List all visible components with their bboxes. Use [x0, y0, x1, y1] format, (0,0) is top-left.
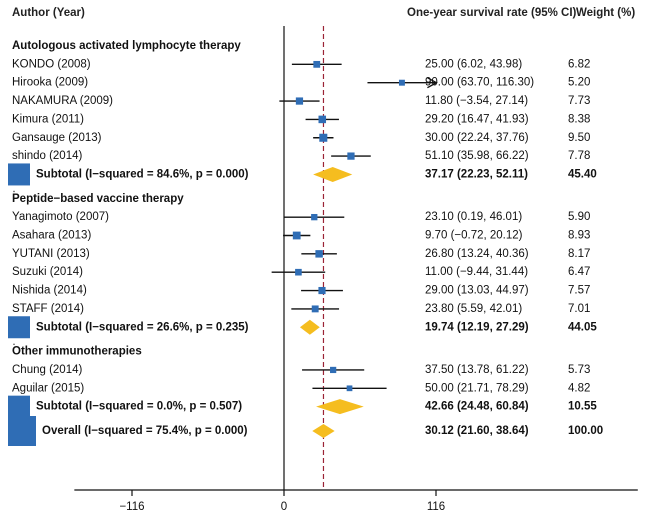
study-point: [330, 366, 337, 374]
overall-estimate: 30.12 (21.60, 38.64): [425, 425, 529, 437]
subtotal-estimate: 19.74 (12.19, 27.29): [425, 321, 529, 333]
study-estimate: 26.80 (13.24, 40.36): [425, 248, 529, 260]
study-estimate: 90.00 (63.70, 116.30): [425, 77, 534, 89]
study-label: KONDO (2008): [12, 58, 91, 70]
study-weight: 7.73: [568, 95, 590, 107]
study-label: STAFF (2014): [12, 303, 84, 315]
study-estimate: 29.20 (16.47, 41.93): [425, 113, 529, 125]
subtotal-estimate: 37.17 (22.23, 52.11): [425, 168, 528, 180]
study-weight: 7.57: [568, 285, 590, 297]
subtotal-weight-box: [8, 316, 30, 339]
study-estimate: 51.10 (35.98, 66.22): [425, 150, 529, 162]
separator-dot: [13, 343, 15, 346]
study-estimate: 23.80 (5.59, 42.01): [425, 303, 522, 315]
overall-weight: 100.00: [568, 425, 603, 437]
study-weight: 4.82: [568, 382, 590, 394]
group-title: Other immunotherapies: [12, 346, 142, 358]
study-label: NAKAMURA (2009): [12, 95, 113, 107]
study-ci-arrow: [427, 77, 438, 89]
study-point: [346, 385, 353, 392]
overall-label: Overall (I−squared = 75.4%, p = 0.000): [42, 425, 248, 437]
study-label: Yanagimoto (2007): [12, 211, 109, 223]
subtotal-diamond: [313, 166, 353, 182]
study-weight: 6.47: [568, 266, 590, 278]
subtotal-estimate: 42.66 (24.48, 60.84): [425, 401, 529, 413]
study-label: Kimura (2011): [12, 113, 84, 125]
x-tick-label: −116: [119, 501, 144, 513]
x-tick-label: 0: [281, 501, 287, 513]
study-point: [318, 286, 326, 295]
x-tick-label: 116: [427, 501, 445, 513]
study-weight: 5.73: [568, 364, 590, 376]
study-label: shindo (2014): [12, 150, 82, 162]
overall-weight-box: [8, 416, 36, 446]
header-estimate: One-year survival rate (95% CI): [407, 7, 577, 19]
study-weight: 7.78: [568, 150, 590, 162]
study-point: [319, 133, 328, 142]
study-label: Nishida (2014): [12, 285, 87, 297]
study-weight: 6.82: [568, 58, 590, 70]
study-label: Gansauge (2013): [12, 132, 102, 144]
subtotal-label: Subtotal (I−squared = 26.6%, p = 0.235): [36, 321, 249, 333]
study-estimate: 25.00 (6.02, 43.98): [425, 58, 522, 70]
subtotal-diamond: [299, 319, 320, 335]
study-weight: 5.90: [568, 211, 590, 223]
subtotal-weight: 44.05: [568, 321, 597, 333]
study-estimate: 29.00 (13.03, 44.97): [425, 285, 529, 297]
study-point: [295, 97, 304, 105]
subtotal-label: Subtotal (I−squared = 84.6%, p = 0.000): [36, 168, 249, 180]
study-point: [313, 60, 321, 68]
header-weight: Weight (%): [576, 7, 635, 19]
study-label: Suzuki (2014): [12, 266, 83, 278]
subtotal-label: Subtotal (I−squared = 0.0%, p = 0.507): [36, 401, 242, 413]
group-title: Peptide−based vaccine therapy: [12, 193, 184, 205]
study-label: Chung (2014): [12, 364, 82, 376]
study-weight: 8.17: [568, 248, 590, 260]
study-weight: 8.93: [568, 230, 590, 242]
study-weight: 9.50: [568, 132, 590, 144]
subtotal-weight-box: [8, 395, 30, 418]
study-estimate: 30.00 (22.24, 37.76): [425, 132, 529, 144]
study-point: [318, 115, 327, 124]
study-label: Aguilar (2015): [12, 382, 84, 394]
study-weight: 5.20: [568, 77, 590, 89]
study-estimate: 23.10 (0.19, 46.01): [425, 211, 522, 223]
overall-diamond: [312, 424, 335, 438]
study-estimate: 9.70 (−0.72, 20.12): [425, 230, 523, 242]
study-weight: 8.38: [568, 113, 590, 125]
group-title: Autologous activated lymphocyte therapy: [12, 40, 241, 52]
study-weight: 7.01: [568, 303, 590, 315]
header-author: Author (Year): [12, 7, 85, 19]
study-estimate: 37.50 (13.78, 61.22): [425, 364, 529, 376]
subtotal-weight: 45.40: [568, 168, 597, 180]
separator-dot: [13, 190, 15, 193]
subtotal-diamond: [316, 399, 364, 415]
study-estimate: 11.00 (−9.44, 31.44): [425, 266, 528, 278]
study-label: Hirooka (2009): [12, 77, 88, 89]
study-point: [347, 152, 355, 160]
study-point: [311, 213, 318, 221]
study-point: [398, 79, 405, 86]
study-label: Asahara (2013): [12, 230, 91, 242]
study-point: [311, 305, 319, 313]
study-label: YUTANI (2013): [12, 248, 90, 260]
study-point: [292, 231, 301, 240]
subtotal-weight: 10.55: [568, 401, 597, 413]
study-point: [295, 268, 302, 276]
study-point: [315, 250, 323, 258]
study-estimate: 11.80 (−3.54, 27.14): [425, 95, 528, 107]
subtotal-weight-box: [8, 163, 30, 186]
study-estimate: 50.00 (21.71, 78.29): [425, 382, 529, 394]
